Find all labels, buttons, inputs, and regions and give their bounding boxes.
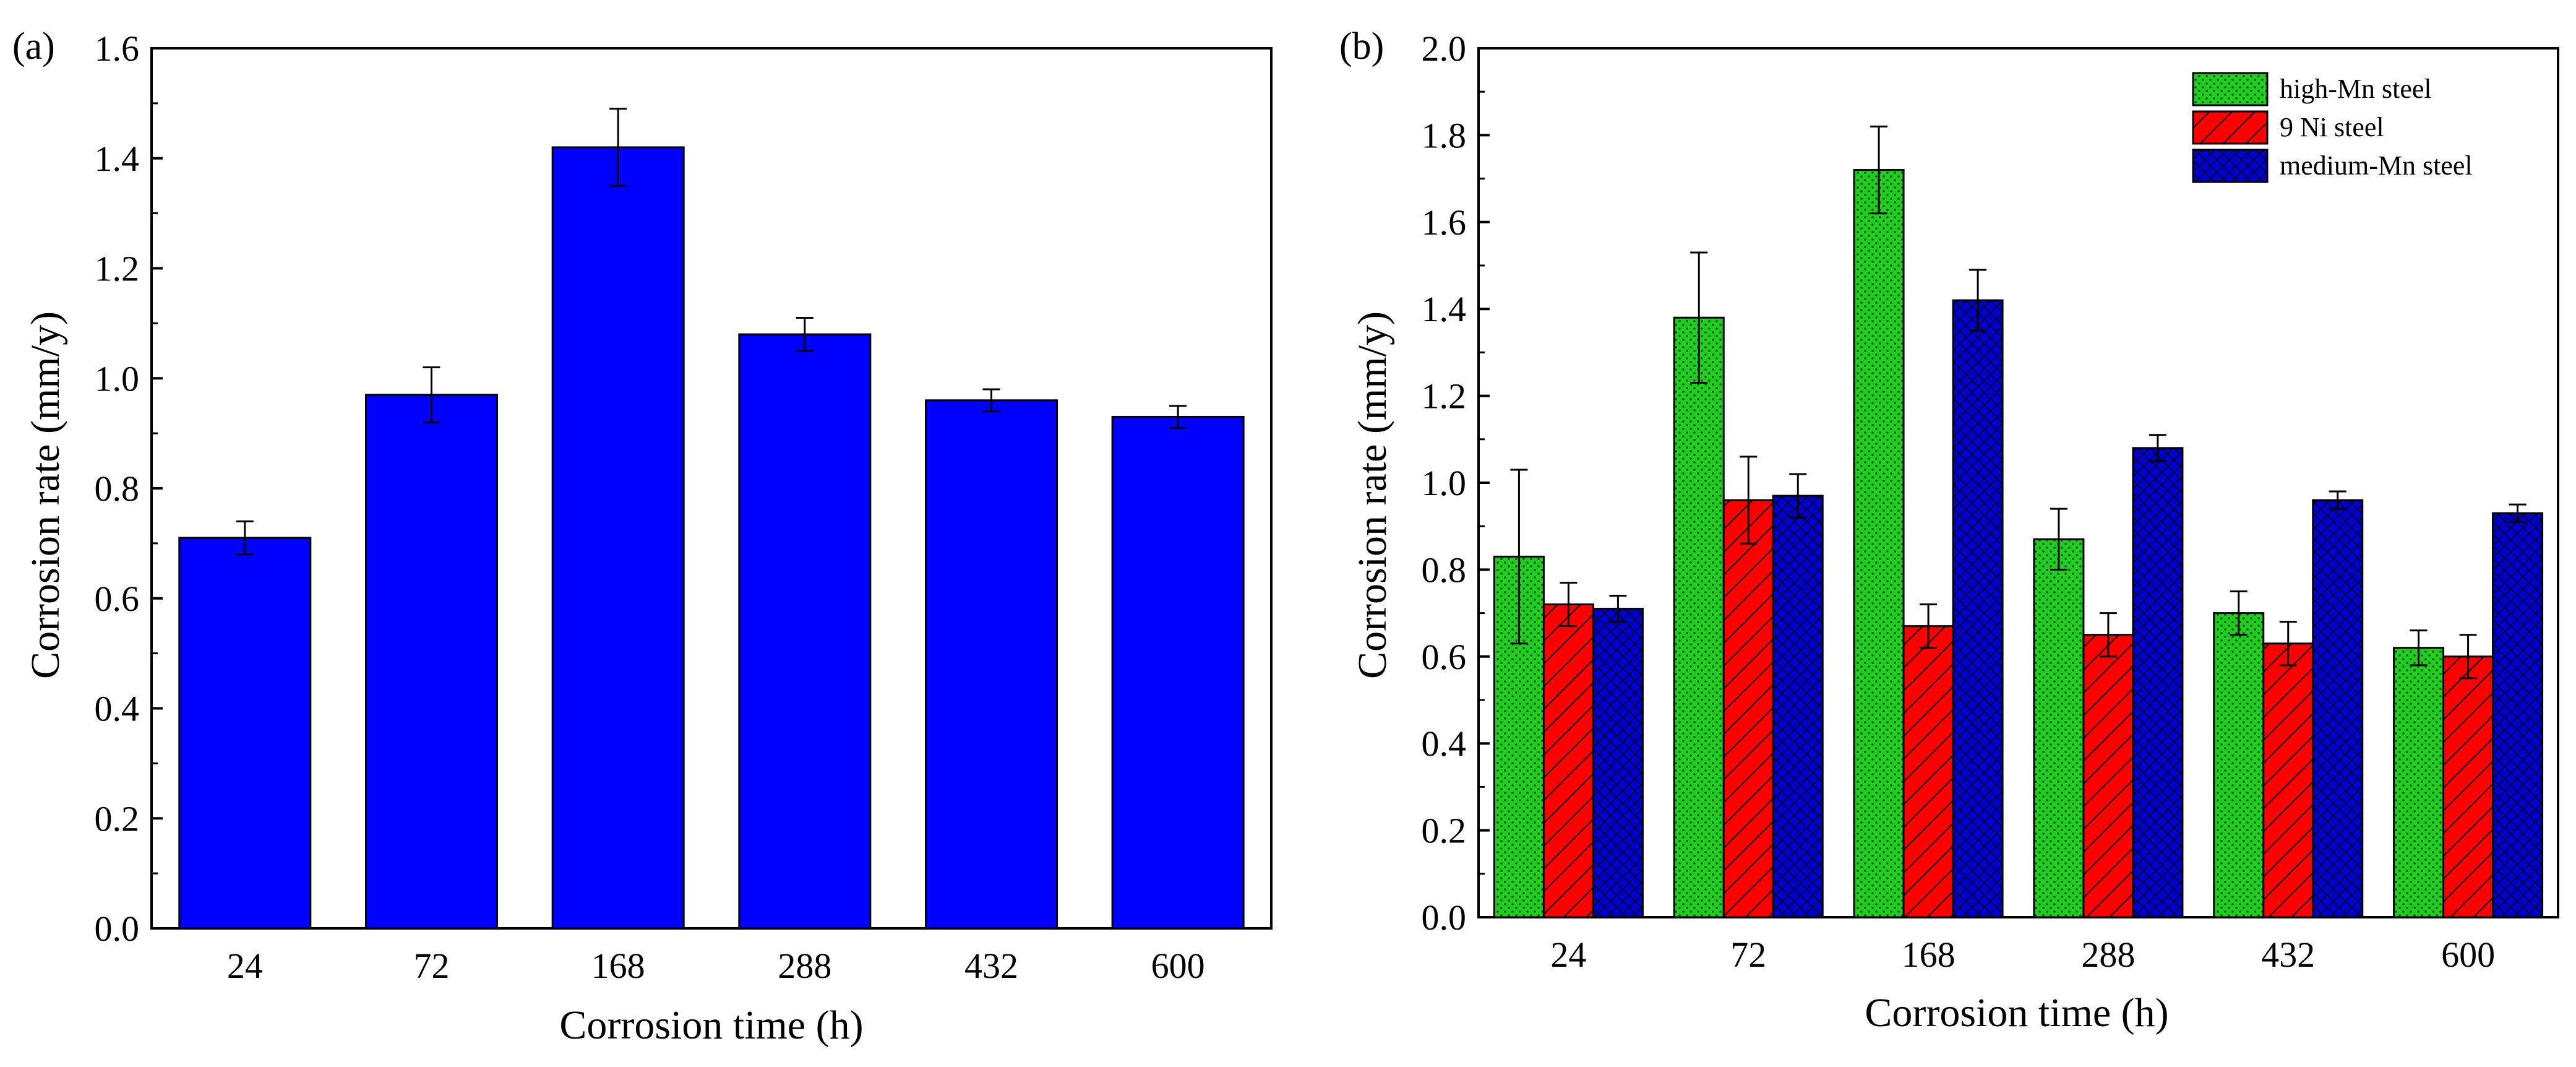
bar <box>738 333 872 930</box>
x-tick-label: 24 <box>1550 935 1586 975</box>
y-tick-label: 0.4 <box>1422 724 1467 764</box>
x-tick-label: 600 <box>1151 946 1205 986</box>
x-tick-label: 432 <box>964 946 1018 986</box>
bar <box>2033 538 2085 918</box>
x-tick-label: 168 <box>1902 935 1956 975</box>
bar <box>1111 415 1245 930</box>
y-tick-label: 0.6 <box>1422 637 1467 677</box>
bar <box>1772 495 1824 918</box>
bar <box>1592 608 1644 918</box>
y-tick-label: 1.6 <box>95 28 140 69</box>
bar <box>2492 512 2544 918</box>
bar <box>2082 634 2134 918</box>
y-tick-label: 0.0 <box>1422 897 1467 938</box>
y-tick-label: 1.4 <box>95 139 140 179</box>
bar <box>1542 603 1594 918</box>
y-tick-label: 1.2 <box>95 249 140 289</box>
legend-swatch <box>2192 110 2269 145</box>
y-tick-label: 1.2 <box>1422 376 1467 417</box>
x-axis-label-a: Corrosion time (h) <box>559 1003 863 1048</box>
bar <box>365 394 498 930</box>
legend-label: high-Mn steel <box>2280 74 2432 104</box>
plot-area-b: 0.0 0.2 0.4 0.6 0.8 1.0 1.2 1.4 1.6 1.8 2.0 24 72 168… <box>1422 28 2559 975</box>
bar <box>2312 499 2364 918</box>
legend-label: 9 Ni steel <box>2280 112 2384 142</box>
bar <box>2132 447 2184 918</box>
bar <box>925 399 1058 930</box>
bar <box>1952 299 2004 918</box>
legend-swatch <box>2192 149 2269 183</box>
x-tick-label: 600 <box>2441 935 2495 975</box>
y-tick-label: 0.8 <box>95 469 140 509</box>
y-tick-label: 0.0 <box>95 909 140 949</box>
legend-swatch <box>2192 72 2269 106</box>
legend-label: medium-Mn steel <box>2280 150 2473 181</box>
y-tick-label: 1.6 <box>1422 202 1467 243</box>
x-tick-label: 24 <box>227 946 263 986</box>
bar <box>551 146 685 930</box>
x-tick-label: 168 <box>591 946 645 986</box>
x-tick-label: 288 <box>778 946 831 986</box>
y-tick-label: 1.0 <box>95 358 140 399</box>
x-tick-label: 72 <box>414 946 450 986</box>
panel-label-b: (b) <box>1339 25 1384 67</box>
y-tick-label: 2.0 <box>1422 28 1467 69</box>
y-axis-label-b: Corrosion rate (mm/y) <box>1350 311 1395 679</box>
y-tick-label: 1.8 <box>1422 115 1467 155</box>
y-tick-label: 0.2 <box>1422 811 1467 851</box>
bar <box>2213 612 2265 918</box>
chart-panel-b: (b) 0.0 0.2 0.4 0.6 0.8 1.0 1.2 1.4 1.6 1.8 2.0 24 7… <box>1339 25 2559 1035</box>
x-tick-label: 288 <box>2081 935 2135 975</box>
bar <box>178 537 312 930</box>
y-tick-label: 1.4 <box>1422 289 1467 329</box>
y-tick-label: 0.6 <box>95 579 140 619</box>
x-axis-label-b: Corrosion time (h) <box>1865 990 2168 1035</box>
bar <box>1902 625 1954 918</box>
y-tick-label: 1.0 <box>1422 463 1467 503</box>
chart-panel-a: (a) 0.0 0.2 0.4 0.6 0.8 1.0 1.2 1.4 1.6 24 72 168 28… <box>12 25 1273 1048</box>
plot-frame <box>150 47 1273 930</box>
y-tick-label: 0.2 <box>95 798 140 839</box>
plot-area-a: 0.0 0.2 0.4 0.6 0.8 1.0 1.2 1.4 1.6 24 72 168 288 432… <box>95 28 1273 986</box>
x-tick-label: 432 <box>2261 935 2315 975</box>
y-tick-label: 0.4 <box>95 689 140 729</box>
bar <box>1722 499 1774 918</box>
y-tick-label: 0.8 <box>1422 550 1467 590</box>
bar <box>1673 316 1725 918</box>
y-axis-label-a: Corrosion rate (mm/y) <box>23 311 68 679</box>
bar <box>2262 642 2314 918</box>
legend: high-Mn steel 9 Ni steel medium-Mn steel <box>2192 72 2473 183</box>
x-tick-label: 72 <box>1730 935 1766 975</box>
bar <box>2393 647 2445 918</box>
bar <box>2442 655 2494 918</box>
bar <box>1853 169 1905 918</box>
panel-label-a: (a) <box>12 25 55 67</box>
